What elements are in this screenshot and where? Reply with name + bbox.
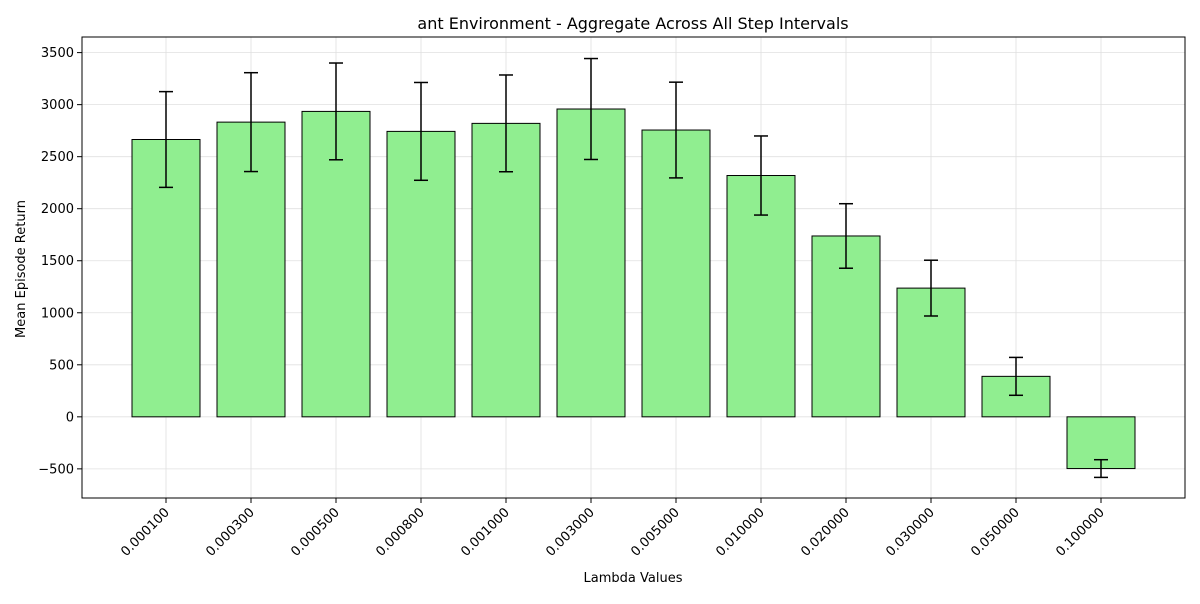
x-tick-label: 0.001000 — [458, 505, 512, 559]
x-tick-label: 0.100000 — [1053, 505, 1107, 559]
y-axis-label: Mean Episode Return — [14, 200, 29, 338]
x-tick-label: 0.005000 — [628, 505, 682, 559]
x-axis-label: Lambda Values — [584, 571, 683, 586]
bar-0.000100 — [131, 139, 201, 418]
bars — [131, 108, 1136, 470]
x-tick-label: 0.000100 — [118, 505, 172, 559]
x-tick-label: 0.000800 — [373, 505, 427, 559]
y-tick-label: 0 — [66, 410, 74, 425]
y-tick-label: 3500 — [41, 46, 74, 61]
bar-0.003000 — [556, 108, 626, 418]
bar-0.000500 — [301, 110, 371, 418]
chart-title: ant Environment - Aggregate Across All S… — [417, 14, 848, 33]
x-axis-ticks: 0.000100 0.000300 0.000500 0.000800 0.001000… — [118, 498, 1108, 560]
y-tick-label: 1000 — [41, 306, 74, 321]
x-tick-label: 0.050000 — [968, 505, 1022, 559]
y-tick-label: 2500 — [41, 150, 74, 165]
x-tick-label: 0.000500 — [288, 505, 342, 559]
x-tick-label: 0.030000 — [883, 505, 937, 559]
x-tick-label: 0.000300 — [203, 505, 257, 559]
y-tick-label: −500 — [38, 462, 74, 477]
y-tick-label: 2000 — [41, 202, 74, 217]
y-tick-label: 1500 — [41, 254, 74, 269]
x-tick-label: 0.010000 — [713, 505, 767, 559]
x-tick-label: 0.020000 — [798, 505, 852, 559]
bar-0.100000 — [1066, 416, 1136, 470]
y-axis-ticks: −500 0 500 1000 1500 2000 2500 3000 3500 — [38, 46, 82, 477]
y-tick-label: 500 — [49, 358, 74, 373]
y-tick-label: 3000 — [41, 98, 74, 113]
error-bars — [159, 57, 1108, 479]
plot-area-frame — [81, 36, 1186, 499]
x-tick-label: 0.003000 — [543, 505, 597, 559]
